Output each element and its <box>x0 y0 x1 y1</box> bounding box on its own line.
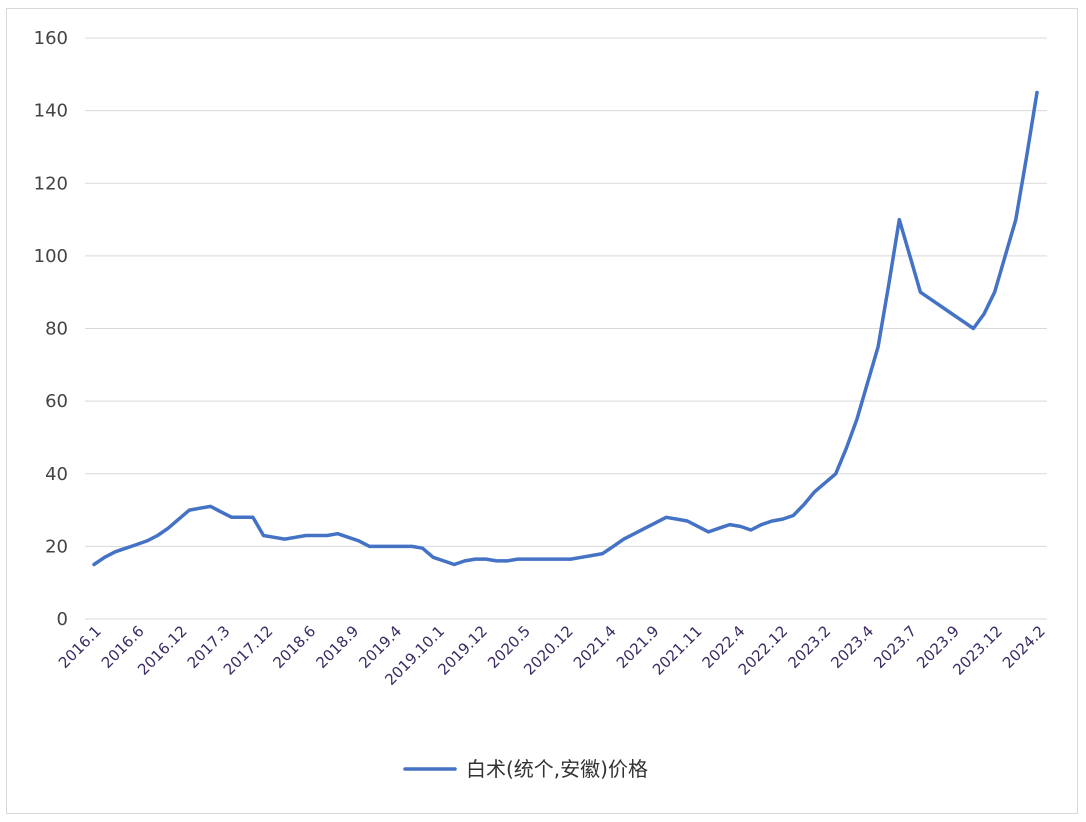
y-tick-label: 0 <box>57 609 68 630</box>
y-axis-ticks: 0 20 40 60 80 100 120 140 160 <box>34 28 68 630</box>
x-tick-label: 2023.2 <box>784 622 834 672</box>
y-tick-label: 20 <box>45 536 68 557</box>
y-tick-label: 80 <box>45 319 68 340</box>
y-tick-label: 140 <box>34 101 68 122</box>
chart-frame <box>6 8 1078 814</box>
x-axis-ticks: 2016.12016.62016.122017.32017.122018.620… <box>55 622 1049 689</box>
x-tick-label: 2018.9 <box>312 622 362 672</box>
y-tick-label: 100 <box>34 246 68 267</box>
gridlines <box>85 37 1047 620</box>
legend-label: 白术(统个,安徽)价格 <box>466 757 648 781</box>
x-tick-label: 2021.4 <box>570 622 620 672</box>
series-line <box>92 90 1039 567</box>
y-tick-label: 160 <box>34 28 68 49</box>
y-tick-label: 40 <box>45 464 68 485</box>
series-lines <box>92 90 1039 567</box>
x-tick-label: 2018.6 <box>270 622 320 672</box>
y-tick-label: 120 <box>34 173 68 194</box>
legend: 白术(统个,安徽)价格 <box>403 757 648 781</box>
x-tick-label: 2024.2 <box>999 622 1049 672</box>
x-tick-label: 2023.7 <box>870 622 920 672</box>
y-tick-label: 60 <box>45 391 68 412</box>
x-tick-label: 2023.4 <box>827 622 877 672</box>
